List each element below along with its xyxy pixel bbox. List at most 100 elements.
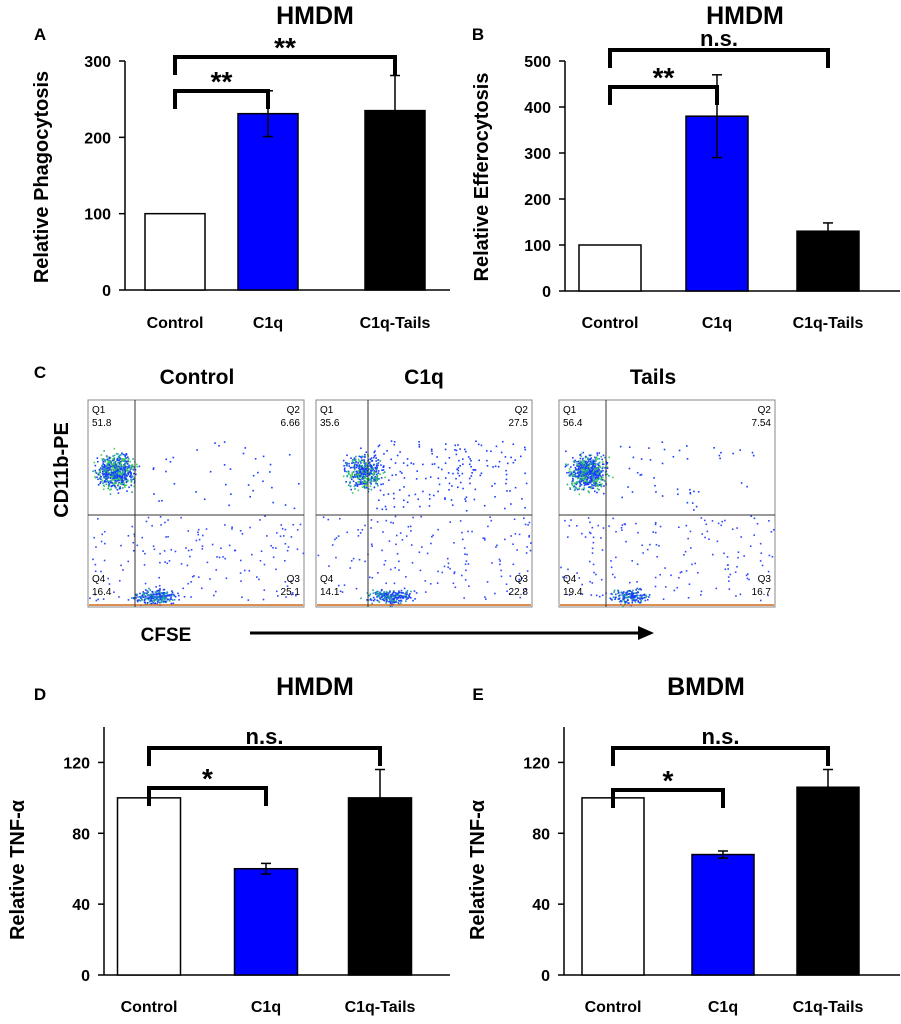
flow-dot: [364, 465, 367, 468]
flow-dot: [452, 472, 454, 475]
flow-dot: [523, 446, 526, 449]
flow-dot: [579, 479, 582, 481]
flow-dot: [111, 472, 114, 475]
flow-dot: [615, 530, 617, 533]
flow-dot: [379, 593, 382, 595]
flow-dot: [366, 471, 368, 474]
flow-dot: [578, 473, 581, 475]
flow-dot: [584, 536, 587, 538]
flow-dot: [270, 544, 272, 547]
flow-dot: [524, 472, 526, 475]
flow-dot: [104, 470, 106, 473]
flow-dot: [594, 465, 596, 468]
flow-dot: [94, 464, 97, 467]
flow-dot: [452, 582, 455, 585]
flow-plot-title: Control: [160, 366, 235, 389]
flow-dot: [353, 464, 356, 466]
flow-dot: [377, 472, 380, 474]
flow-dot: [115, 470, 117, 472]
flow-dot: [390, 596, 393, 598]
flow-dot: [644, 594, 646, 597]
flow-dot: [385, 595, 388, 598]
flow-dot: [151, 595, 153, 597]
flow-dot: [215, 590, 217, 593]
flow-dot: [357, 483, 359, 486]
flow-dot: [126, 460, 128, 463]
significance-bracket: [147, 746, 382, 766]
flow-dot: [127, 472, 130, 474]
flow-dot: [376, 475, 379, 478]
flow-dot: [402, 595, 405, 597]
flow-dot: [116, 480, 119, 482]
flow-dot: [114, 475, 116, 478]
flow-dot: [574, 466, 577, 469]
flow-dot: [111, 482, 113, 484]
flow-dot: [157, 598, 160, 601]
flow-dot: [490, 450, 492, 453]
flow-dot: [564, 463, 567, 466]
flow-dot: [346, 463, 348, 465]
flow-dot: [119, 465, 122, 467]
flow-dot: [717, 522, 720, 525]
flow-dot: [768, 520, 770, 522]
flow-dot: [524, 588, 527, 590]
flow-dot: [410, 544, 413, 546]
flow-dot: [198, 538, 201, 541]
flow-dot: [106, 458, 108, 461]
flow-dot: [628, 446, 631, 449]
flow-dot: [115, 474, 117, 477]
flow-dot: [575, 487, 578, 489]
flow-dot: [590, 478, 592, 481]
y-tick-label: 120: [63, 755, 90, 772]
flow-dot: [572, 456, 574, 459]
flow-dot: [138, 465, 141, 468]
flow-dot: [97, 460, 99, 463]
flow-dot: [370, 470, 373, 472]
flow-dot: [107, 459, 109, 462]
flow-dot: [185, 547, 187, 549]
flow-dot: [500, 569, 502, 572]
flow-dot: [377, 594, 379, 597]
flow-dot: [614, 598, 616, 601]
flow-dot: [361, 455, 363, 458]
flow-dot: [387, 592, 390, 594]
flow-dot: [296, 529, 299, 531]
flow-dot: [352, 471, 355, 473]
flow-dot: [608, 456, 610, 459]
flow-dot: [405, 592, 407, 594]
flow-dot: [412, 599, 414, 602]
flow-dot: [96, 457, 99, 459]
flow-dots: [89, 441, 305, 607]
flow-dot: [101, 464, 103, 467]
flow-dot: [121, 480, 124, 482]
category-label: C1q: [251, 999, 281, 1016]
flow-dot: [112, 477, 114, 479]
flow-dot: [101, 466, 104, 469]
flow-dot: [347, 472, 350, 475]
flow-dot: [625, 592, 627, 594]
flow-dot: [365, 463, 368, 466]
flow-dot: [375, 470, 378, 472]
flow-dot: [602, 479, 605, 481]
flow-dot: [430, 448, 433, 451]
flow-dot: [591, 582, 594, 584]
flow-dot: [171, 590, 173, 592]
flow-dot: [631, 560, 633, 562]
flow-dot: [150, 599, 153, 602]
flow-dot: [588, 463, 591, 465]
category-label: C1q-Tails: [360, 315, 431, 332]
flow-dot: [107, 484, 110, 486]
flow-dot: [403, 499, 405, 502]
flow-dot: [458, 459, 460, 462]
flow-dot: [628, 467, 631, 470]
flow-dot: [391, 605, 393, 607]
flow-dot: [133, 485, 136, 488]
flow-dot: [368, 576, 371, 579]
flow-dot: [373, 598, 376, 601]
flow-dot: [358, 558, 361, 561]
flow-dot: [296, 548, 299, 551]
flow-dot: [749, 545, 752, 547]
flow-dot: [132, 541, 135, 544]
flow-dot: [407, 597, 410, 599]
